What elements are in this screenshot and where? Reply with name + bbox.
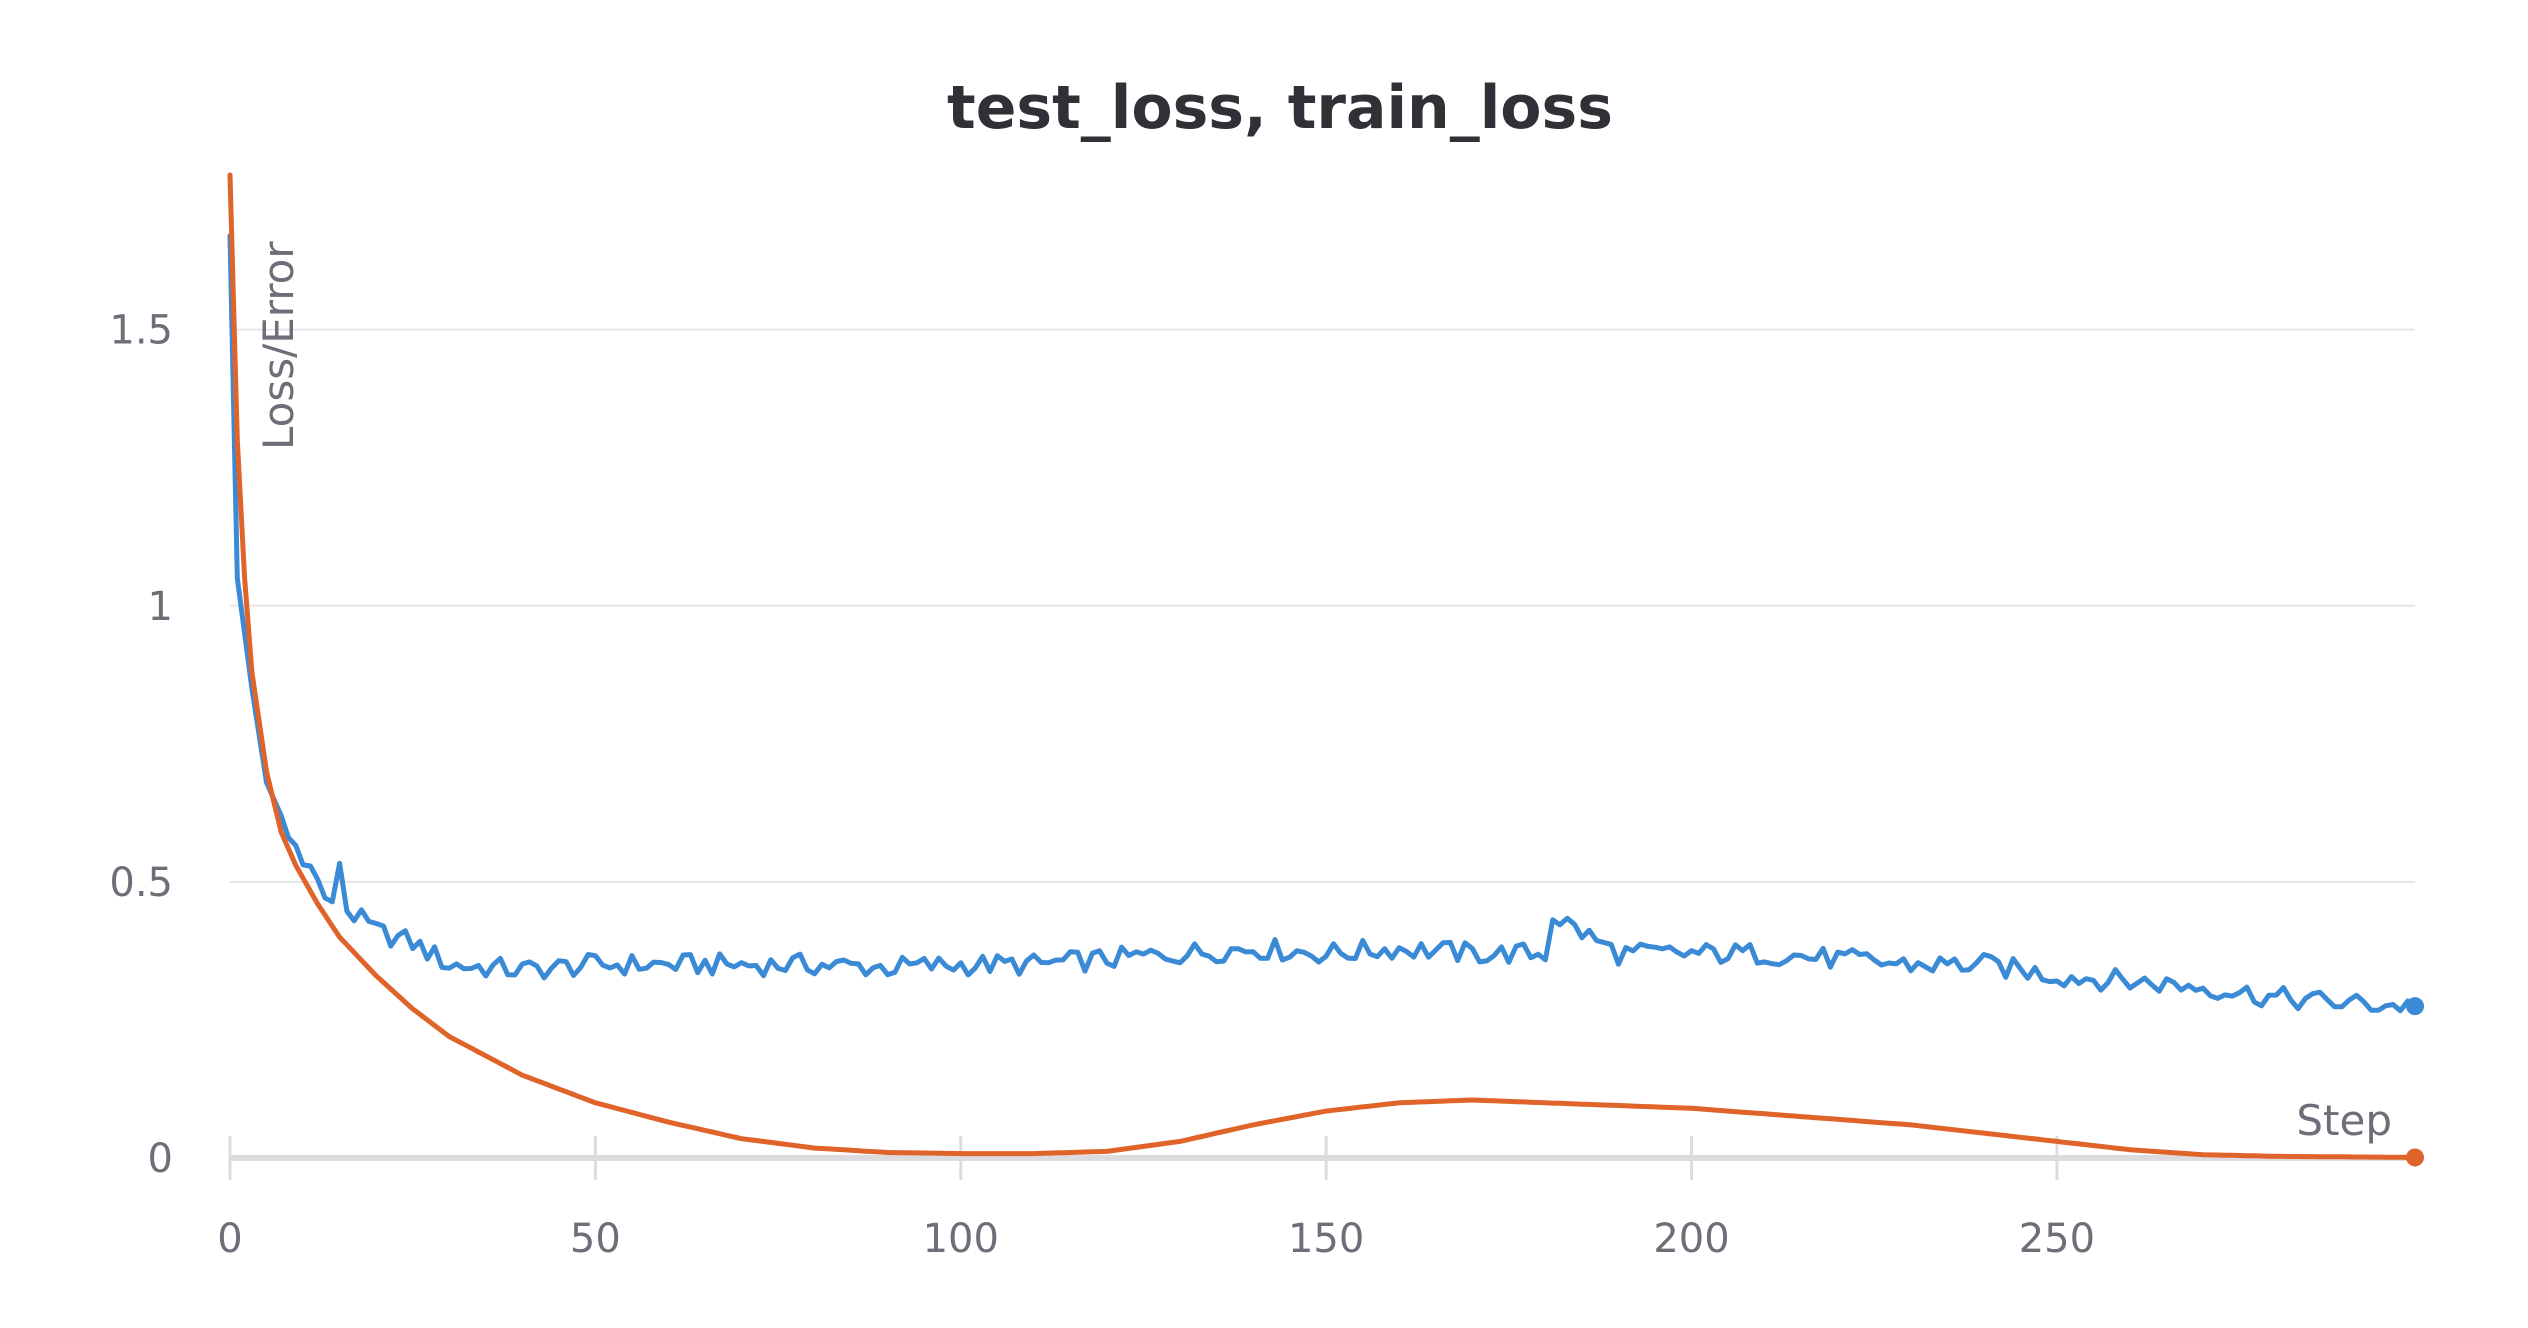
y-tick-label: 1: [148, 584, 173, 630]
y-tick-label: 0: [148, 1136, 173, 1182]
x-tick-label: 100: [923, 1216, 999, 1262]
series-group: [227, 172, 2424, 1167]
x-tick-label: 200: [1653, 1216, 1729, 1262]
series-line-train_loss: [227, 172, 2418, 1160]
x-tick-label: 250: [2019, 1216, 2095, 1262]
x-tick-label: 0: [217, 1216, 242, 1262]
y-tick-label: 1.5: [109, 308, 173, 354]
y-axis-ticks: 0 0.5 1 1.5: [109, 308, 173, 1182]
series-line-test_loss: [227, 233, 2418, 1014]
gridlines: [230, 328, 2415, 883]
x-axis-ticks: 0 50 100 150 200 250: [217, 1136, 2095, 1262]
y-axis-label: Loss/Error: [254, 241, 303, 450]
x-tick-label: 50: [570, 1216, 621, 1262]
x-tick-label: 150: [1288, 1216, 1364, 1262]
x-axis-label: Step: [2296, 1096, 2392, 1145]
series-end-marker-test_loss: [2406, 997, 2424, 1016]
y-tick-label: 0.5: [109, 860, 173, 906]
series-end-marker-train_loss: [2406, 1148, 2424, 1167]
chart-title: test_loss, train_loss: [947, 73, 1613, 143]
